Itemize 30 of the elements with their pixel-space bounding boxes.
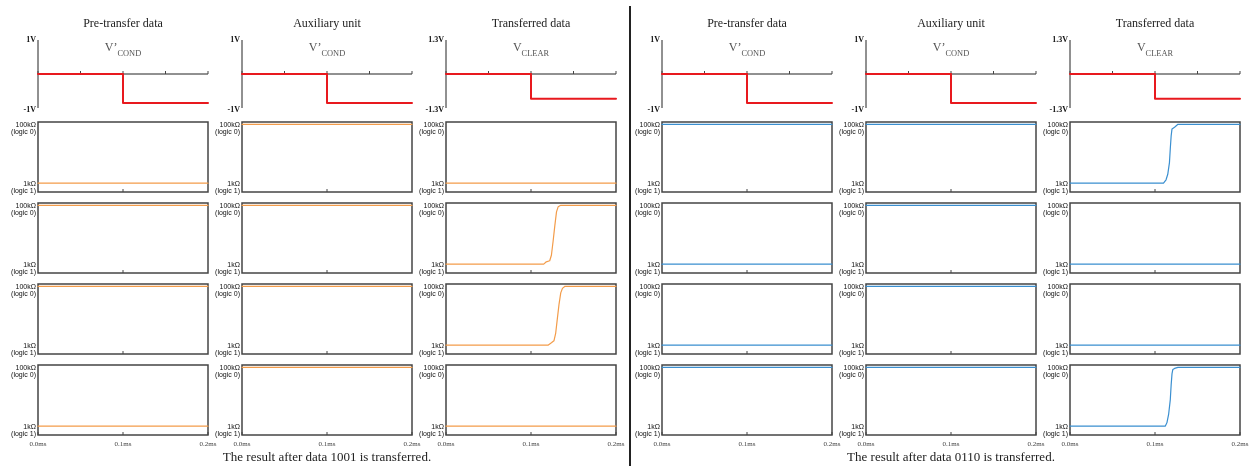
chart-subtitle: V’$_{COND}$ [104, 40, 142, 58]
y-tick-label: -1.3V [1049, 105, 1069, 114]
y-tick-label: 1.3V [1052, 35, 1069, 44]
chart-subtitle: V’$_{COND}$ [728, 40, 766, 58]
text: The result after data 1001 is transferred. [222, 449, 432, 464]
line-series [1069, 366, 1241, 427]
y-tick-label: -1.3V [425, 105, 445, 114]
chart-subtitle: V$_{CLEAR}$ [1136, 40, 1174, 58]
chart-title: Transferred data [491, 16, 571, 30]
text: The result after data 0110 is transferred. [847, 449, 1055, 464]
y-tick-label: -1V [23, 105, 37, 114]
chart-title: Pre-transfer data [707, 16, 788, 30]
chart-title: Auxiliary unit [293, 16, 362, 30]
chart-subtitle: V’$_{COND}$ [932, 40, 970, 58]
chart-title: Transferred data [1115, 16, 1195, 30]
y-tick-label: -1V [227, 105, 241, 114]
chart-title: Auxiliary unit [917, 16, 986, 30]
y-tick-label: 1V [230, 35, 241, 44]
y-tick-label: 1.3V [428, 35, 445, 44]
line-series [445, 285, 617, 346]
y-tick-label: -1V [647, 105, 661, 114]
chart-subtitle: V’$_{COND}$ [308, 40, 346, 58]
y-tick-label: 1V [26, 35, 37, 44]
y-tick-label: -1V [851, 105, 865, 114]
line-series [1069, 123, 1241, 184]
line-series [445, 204, 617, 265]
chart-title: Pre-transfer data [83, 16, 164, 30]
y-tick-label: 1V [854, 35, 865, 44]
y-tick-label: 1V [650, 35, 661, 44]
chart-subtitle: V$_{CLEAR}$ [512, 40, 550, 58]
